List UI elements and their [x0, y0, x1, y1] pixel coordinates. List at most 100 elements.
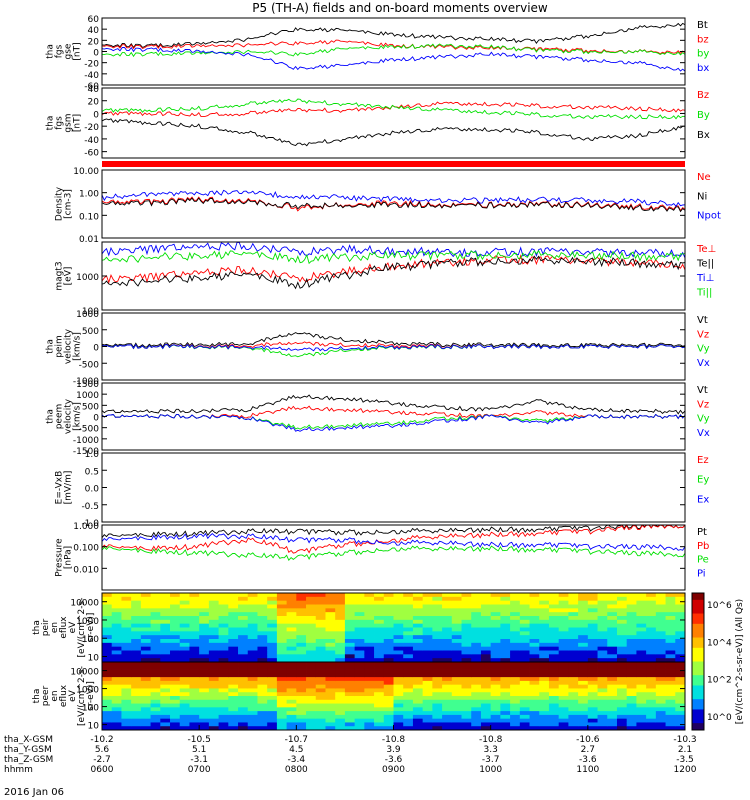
heat-cell	[597, 680, 608, 686]
heat-cell	[315, 662, 326, 667]
heat-cell	[461, 714, 472, 720]
heat-cell	[510, 699, 521, 704]
heat-cell	[247, 696, 258, 701]
heat-cell	[539, 699, 550, 704]
heat-cell	[179, 650, 190, 655]
heat-cell	[510, 714, 521, 720]
heat-cell	[422, 688, 433, 693]
heat-cell	[510, 619, 521, 625]
heat-cell	[529, 612, 540, 617]
heat-cell	[665, 714, 676, 720]
heat-cell	[325, 608, 336, 613]
heat-cell	[228, 604, 239, 609]
heat-cell	[228, 692, 239, 697]
heat-cell	[655, 688, 666, 693]
heat-cell	[616, 596, 628, 602]
heat-cell	[607, 604, 618, 609]
heat-cell	[140, 669, 151, 674]
heat-cell	[189, 718, 200, 723]
heat-cell	[208, 619, 219, 625]
heat-cell	[150, 696, 161, 701]
heat-cell	[140, 684, 151, 689]
orbit-value: -3.6	[385, 755, 403, 765]
heat-cell	[665, 684, 676, 689]
heat-cell	[490, 616, 501, 621]
heat-cell	[597, 677, 608, 682]
heat-cell	[335, 619, 346, 625]
heat-cell	[150, 714, 161, 720]
heat-cell	[519, 665, 530, 670]
heat-cell	[558, 707, 569, 712]
heat-cell	[529, 627, 540, 632]
heat-cell	[111, 703, 122, 708]
heat-cell	[111, 619, 122, 625]
heat-cell	[568, 642, 579, 648]
heat-cell	[568, 662, 579, 667]
heat-cell	[238, 608, 249, 613]
heat-cell	[529, 680, 540, 686]
heat-cell	[578, 631, 589, 636]
heat-cell	[393, 612, 404, 617]
heat-cell	[199, 684, 210, 689]
heat-cell	[383, 722, 394, 727]
heat-cell	[422, 658, 433, 663]
heat-cell	[461, 677, 472, 682]
heat-cell	[587, 688, 598, 693]
heat-cell	[315, 680, 326, 686]
heat-cell	[189, 673, 200, 678]
heat-cell	[412, 658, 424, 663]
heat-cell	[529, 707, 540, 712]
heat-cell	[140, 616, 151, 621]
series-line-Bx	[101, 118, 686, 147]
ytick-label: -500	[79, 425, 100, 435]
heat-cell	[150, 642, 161, 648]
heat-cell	[150, 627, 161, 632]
heat-cell	[102, 692, 113, 697]
colorbar-segment	[692, 630, 704, 635]
heat-cell	[442, 726, 453, 731]
series-line-Npot	[101, 189, 686, 207]
heat-cell	[257, 680, 268, 686]
legend-entry: Vz	[697, 399, 709, 410]
heat-cell	[442, 680, 453, 686]
heat-cell	[306, 600, 317, 605]
y-axis-label: velocity	[64, 398, 74, 434]
series-line-Bt	[101, 22, 686, 49]
heat-cell	[121, 654, 132, 659]
heat-cell	[383, 608, 394, 613]
heat-cell	[558, 669, 569, 674]
colorbar-tick-label: 10^4	[707, 638, 732, 648]
heat-cell	[276, 680, 288, 686]
heat-cell	[306, 635, 317, 640]
heat-cell	[510, 692, 521, 697]
heat-cell	[519, 627, 530, 632]
heat-cell	[403, 665, 414, 670]
heat-cell	[412, 635, 424, 640]
heat-cell	[102, 726, 113, 731]
heat-cell	[403, 608, 414, 613]
heat-cell	[597, 635, 608, 640]
heat-cell	[646, 696, 657, 701]
heat-cell	[675, 619, 686, 625]
heat-cell	[442, 662, 453, 667]
heat-cell	[296, 699, 307, 704]
heat-cell	[480, 662, 492, 667]
heat-cell	[568, 658, 579, 663]
heat-cell	[344, 639, 356, 644]
heat-cell	[403, 711, 414, 716]
heat-cell	[578, 662, 589, 667]
heat-cell	[247, 665, 258, 670]
heat-cell	[160, 612, 171, 617]
heat-cell	[383, 619, 394, 625]
heat-cell	[422, 665, 433, 670]
y-axis-label: [km/s]	[73, 402, 83, 431]
heat-cell	[131, 692, 142, 697]
heat-cell	[471, 623, 482, 628]
heat-cell	[442, 608, 453, 613]
heat-cell	[276, 650, 288, 655]
heat-cell	[364, 703, 375, 708]
heat-cell	[558, 612, 569, 617]
heat-cell	[111, 718, 122, 723]
heat-cell	[315, 669, 326, 674]
heat-cell	[539, 688, 550, 693]
